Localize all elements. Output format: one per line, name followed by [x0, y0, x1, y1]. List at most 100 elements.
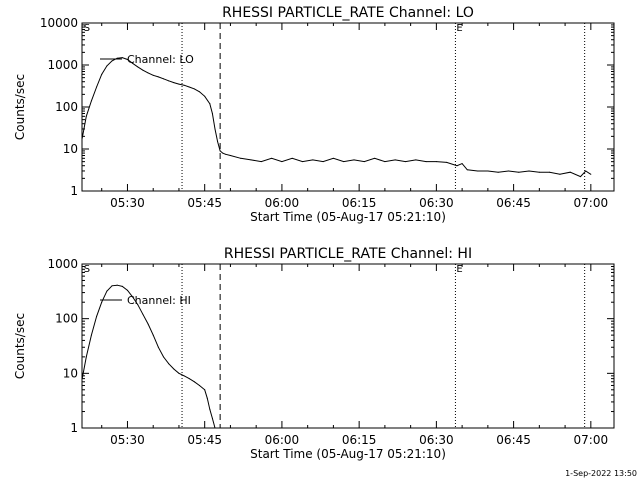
data-point: [188, 378, 190, 380]
x-tick-label: 06:30: [419, 433, 454, 447]
data-point: [590, 173, 592, 175]
data-point: [209, 408, 211, 410]
data-point: [559, 173, 561, 175]
marker-e: E: [456, 264, 462, 275]
data-point: [173, 368, 175, 370]
data-point: [111, 60, 113, 62]
y-tick-label: 1: [70, 184, 78, 198]
data-point: [132, 296, 134, 298]
data-point: [214, 427, 216, 429]
data-point: [229, 155, 231, 157]
x-axis-label: Start Time (05-Aug-17 05:21:10): [250, 210, 446, 224]
data-point: [85, 356, 87, 358]
data-point: [224, 153, 226, 155]
data-point: [90, 334, 92, 336]
data-point: [394, 159, 396, 161]
data-point: [497, 171, 499, 173]
data-point: [217, 141, 219, 143]
data-point: [250, 159, 252, 161]
data-point: [137, 304, 139, 306]
x-tick-label: 06:00: [265, 196, 300, 210]
x-tick-label: 06:15: [342, 433, 377, 447]
data-point: [507, 170, 509, 172]
plot-frame: [81, 22, 615, 192]
data-point: [85, 115, 87, 117]
data-point: [214, 128, 216, 130]
data-point: [193, 381, 195, 383]
data-point: [425, 161, 427, 163]
data-point: [384, 161, 386, 163]
x-tick-label: 06:00: [265, 433, 300, 447]
data-point: [132, 62, 134, 64]
data-point: [219, 150, 221, 152]
data-point: [487, 170, 489, 172]
data-point: [435, 161, 437, 163]
data-point: [209, 103, 211, 105]
y-tick-label: 10000: [40, 16, 78, 30]
chart-panel-lo: RHESSI PARTICLE_RATE Channel: LO 05:30 05:…: [13, 5, 615, 224]
x-tick-label: 06:30: [419, 196, 454, 210]
y-tick-label: 1000: [47, 257, 78, 271]
data-point: [157, 346, 159, 348]
data-point: [415, 159, 417, 161]
data-point: [121, 285, 123, 287]
x-tick-label: 07:00: [574, 196, 609, 210]
y-tick-label: 100: [55, 312, 78, 326]
data-point: [96, 315, 98, 317]
data-point: [178, 83, 180, 85]
data-point: [163, 78, 165, 80]
data-point: [193, 88, 195, 90]
data-point: [466, 169, 468, 171]
data-point: [281, 161, 283, 163]
data-point: [211, 113, 213, 115]
data-point: [96, 86, 98, 88]
data-point: [142, 313, 144, 315]
data-point: [404, 161, 406, 163]
data-point: [101, 301, 103, 303]
x-tick-label: 05:45: [187, 196, 222, 210]
x-tick-label: 06:15: [342, 196, 377, 210]
data-point: [126, 289, 128, 291]
x-tick-label: 07:00: [574, 433, 609, 447]
data-point: [353, 159, 355, 161]
y-axis-label: Counts/sec: [13, 74, 27, 140]
data-point: [101, 73, 103, 75]
data-point: [343, 161, 345, 163]
data-point: [206, 397, 208, 399]
x-tick-label: 06:45: [496, 196, 531, 210]
data-point: [173, 82, 175, 84]
marker-e: E: [456, 23, 462, 34]
data-point: [332, 157, 334, 159]
data-point: [271, 157, 273, 159]
data-point: [222, 152, 224, 154]
data-point: [168, 363, 170, 365]
data-point: [302, 161, 304, 163]
data-point: [322, 161, 324, 163]
chart-panel-hi: RHESSI PARTICLE_RATE Channel: HI 05:30 05:…: [13, 246, 615, 461]
data-point: [116, 57, 118, 59]
data-point: [163, 356, 165, 358]
data-point: [456, 165, 458, 167]
data-point: [168, 80, 170, 82]
footer-timestamp: 1-Sep-2022 13:50: [565, 469, 637, 478]
data-point: [81, 137, 83, 139]
data-point: [446, 161, 448, 163]
data-point: [538, 171, 540, 173]
x-axis-label: Start Time (05-Aug-17 05:21:10): [250, 447, 446, 461]
data-point: [569, 171, 571, 173]
x-tick-label: 05:45: [187, 433, 222, 447]
data-point: [528, 170, 530, 172]
data-point: [126, 59, 128, 61]
data-point: [477, 170, 479, 172]
data-point: [147, 323, 149, 325]
data-point: [461, 163, 463, 165]
data-point: [137, 66, 139, 68]
data-point: [291, 157, 293, 159]
marker-s: S: [84, 23, 90, 34]
data-point: [106, 290, 108, 292]
y-tick-label: 1000: [47, 58, 78, 72]
data-point: [199, 384, 201, 386]
data-point: [585, 170, 587, 172]
legend-label: Channel: LO: [127, 53, 194, 66]
